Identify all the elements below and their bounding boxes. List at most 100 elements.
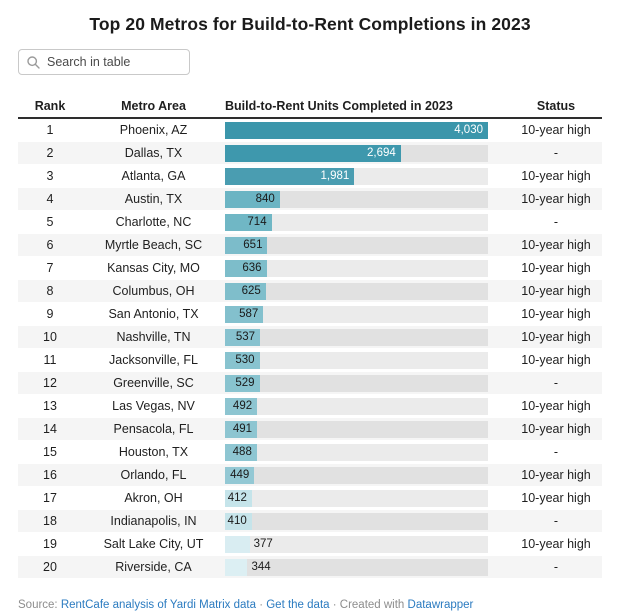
- bar-value-label: 344: [251, 560, 271, 573]
- source-label: Source:: [18, 599, 61, 611]
- status-cell: 10-year high: [521, 284, 591, 298]
- table-row: 19 Salt Lake City, UT 377 10-year high: [18, 533, 602, 555]
- bar-cell: 4,030: [225, 119, 510, 141]
- table-row: 9 San Antonio, TX 587 10-year high: [18, 303, 602, 325]
- metro-cell: Orlando, FL: [120, 468, 187, 482]
- status-cell: 10-year high: [521, 169, 591, 183]
- bar-cell: 625: [225, 280, 510, 302]
- separator: ·: [329, 599, 340, 611]
- bar-cell: 530: [225, 349, 510, 371]
- rank-cell: 3: [46, 169, 54, 183]
- value-bar: 1,981: [225, 167, 355, 185]
- bar-track: 840: [225, 190, 488, 208]
- metro-cell: Indianapolis, IN: [110, 514, 197, 528]
- bar-value-label: 840: [255, 192, 275, 205]
- rank-cell: 16: [43, 468, 57, 482]
- search-input[interactable]: [47, 55, 181, 69]
- status-cell: 10-year high: [521, 491, 591, 505]
- bar-track: 377: [225, 535, 488, 553]
- bar-value-label: 530: [235, 353, 255, 366]
- rank-cell: 15: [43, 445, 57, 459]
- bar-value-label: 412: [227, 491, 247, 504]
- metro-cell: Myrtle Beach, SC: [104, 238, 203, 252]
- bar-value-label: 488: [232, 445, 252, 458]
- rank-cell: 8: [46, 284, 54, 298]
- bar-cell: 377: [225, 533, 510, 555]
- bar-track: 491: [225, 420, 488, 438]
- rank-cell: 13: [43, 399, 57, 413]
- status-cell: -: [553, 514, 559, 528]
- status-cell: 10-year high: [521, 123, 591, 137]
- metro-cell: Atlanta, GA: [121, 169, 186, 183]
- rank-cell: 20: [43, 560, 57, 574]
- table-row: 18 Indianapolis, IN 410 -: [18, 510, 602, 532]
- status-cell: 10-year high: [521, 330, 591, 344]
- metro-cell: Nashville, TN: [116, 330, 191, 344]
- bar-track: 488: [225, 443, 488, 461]
- value-bar: 4,030: [225, 121, 488, 139]
- metro-cell: San Antonio, TX: [108, 307, 199, 321]
- metro-cell: Phoenix, AZ: [119, 123, 188, 137]
- bar-track: 714: [225, 213, 488, 231]
- metro-cell: Akron, OH: [124, 491, 183, 505]
- bar-value-label: 651: [243, 238, 263, 251]
- bar-cell: 1,981: [225, 165, 510, 187]
- bar-track: 537: [225, 328, 488, 346]
- table-row: 8 Columbus, OH 625 10-year high: [18, 280, 602, 302]
- created-with-label: Created with: [339, 599, 408, 611]
- rank-cell: 11: [43, 353, 57, 367]
- rank-cell: 12: [43, 376, 57, 390]
- metro-cell: Riverside, CA: [115, 560, 192, 574]
- bar-cell: 714: [225, 211, 510, 233]
- bar-cell: 412: [225, 487, 510, 509]
- value-bar: 840: [225, 190, 280, 208]
- bar-value-label: 636: [242, 261, 262, 274]
- bar-value-label: 377: [253, 537, 273, 550]
- bar-value-label: 492: [232, 399, 253, 412]
- bar-cell: 410: [225, 510, 510, 532]
- bar-cell: 651: [225, 234, 510, 256]
- bar-track: 492: [225, 397, 488, 415]
- search-box[interactable]: [18, 49, 190, 75]
- metro-cell: Jacksonville, FL: [109, 353, 198, 367]
- rank-cell: 7: [46, 261, 54, 275]
- bar-cell: 492: [225, 395, 510, 417]
- metro-cell: Las Vegas, NV: [112, 399, 195, 413]
- table-row: 5 Charlotte, NC 714 -: [18, 211, 602, 233]
- bar-value-label: 714: [247, 215, 267, 228]
- bar-value-label: 410: [227, 514, 247, 527]
- status-cell: -: [553, 560, 559, 574]
- value-bar: 714: [225, 213, 272, 231]
- status-cell: 10-year high: [521, 307, 591, 321]
- datawrapper-link[interactable]: Datawrapper: [407, 599, 474, 611]
- rank-cell: 4: [46, 192, 54, 206]
- status-cell: -: [553, 146, 559, 160]
- bar-value-label: 449: [230, 468, 250, 481]
- table-row: 12 Greenville, SC 529 -: [18, 372, 602, 394]
- bar-track: 412: [225, 489, 488, 507]
- data-table: Rank Metro Area Build-to-Rent Units Comp…: [18, 95, 602, 578]
- bar-track: 636: [225, 259, 488, 277]
- table-row: 7 Kansas City, MO 636 10-year high: [18, 257, 602, 279]
- metro-cell: Greenville, SC: [113, 376, 194, 390]
- value-bar: 412: [225, 489, 252, 507]
- bar-value-label: 2,694: [367, 146, 396, 159]
- bar-cell: 488: [225, 441, 510, 463]
- table-row: 14 Pensacola, FL 491 10-year high: [18, 418, 602, 440]
- status-cell: 10-year high: [521, 468, 591, 482]
- value-bar: [225, 535, 250, 553]
- metro-cell: Dallas, TX: [124, 146, 183, 160]
- value-bar: 636: [225, 259, 267, 277]
- separator: ·: [256, 599, 267, 611]
- rank-cell: 19: [43, 537, 57, 551]
- table-row: 1 Phoenix, AZ 4,030 10-year high: [18, 119, 602, 141]
- value-bar: 410: [225, 512, 252, 530]
- bar-track: 449: [225, 466, 488, 484]
- value-bar: [225, 558, 248, 576]
- status-cell: -: [553, 376, 559, 390]
- source-link[interactable]: RentCafe analysis of Yardi Matrix data: [60, 599, 256, 611]
- value-bar: 492: [225, 397, 258, 415]
- bar-value-label: 625: [241, 284, 261, 297]
- rank-cell: 18: [43, 514, 57, 528]
- get-data-link[interactable]: Get the data: [266, 599, 330, 611]
